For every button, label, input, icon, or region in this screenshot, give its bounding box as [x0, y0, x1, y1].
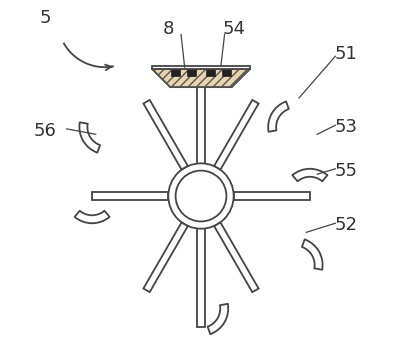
Text: 8: 8: [162, 20, 174, 38]
Polygon shape: [205, 69, 214, 76]
Polygon shape: [143, 100, 187, 170]
Text: 5: 5: [39, 9, 51, 27]
Polygon shape: [233, 192, 309, 200]
Polygon shape: [152, 69, 249, 87]
Circle shape: [168, 163, 233, 229]
Text: 53: 53: [334, 118, 357, 136]
Polygon shape: [92, 192, 168, 200]
Text: 56: 56: [33, 122, 56, 140]
Polygon shape: [214, 100, 258, 170]
Polygon shape: [143, 223, 187, 292]
Polygon shape: [152, 66, 249, 69]
Text: 52: 52: [334, 216, 357, 234]
Polygon shape: [221, 69, 230, 76]
Polygon shape: [197, 83, 204, 327]
Polygon shape: [171, 69, 180, 76]
Polygon shape: [214, 223, 258, 292]
Polygon shape: [187, 69, 196, 76]
Text: 55: 55: [334, 162, 357, 180]
Circle shape: [175, 171, 226, 221]
Text: 54: 54: [222, 20, 245, 38]
Text: 51: 51: [334, 45, 357, 64]
